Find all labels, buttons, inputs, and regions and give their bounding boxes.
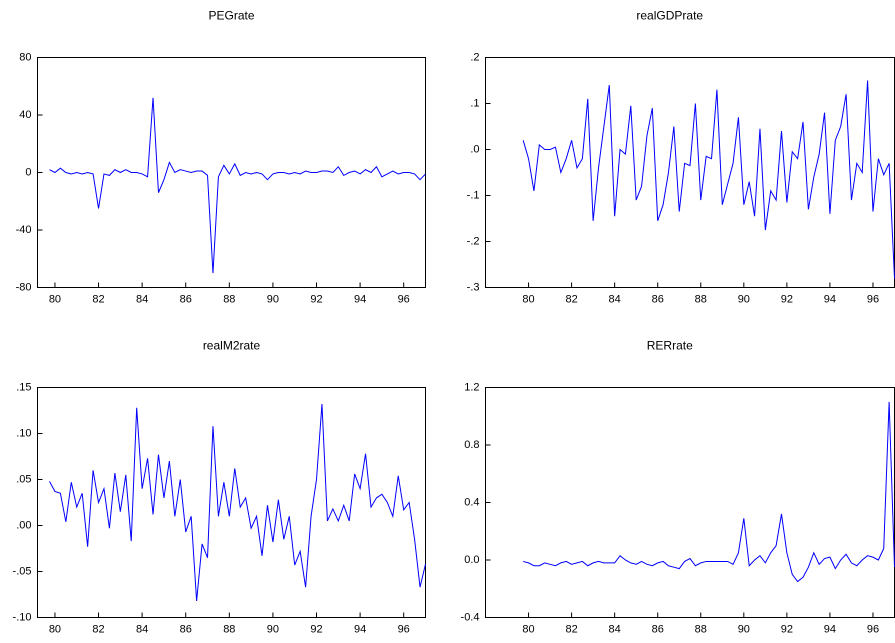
x-tick-label: 84: [609, 293, 621, 305]
x-tick-label: 80: [522, 623, 534, 635]
x-tick-label: 94: [824, 623, 836, 635]
series-line: [523, 401, 895, 583]
chart-title: realGDPrate: [636, 9, 703, 23]
y-tick-label: .15: [16, 381, 31, 393]
series-line: [49, 404, 426, 601]
x-tick-label: 80: [522, 293, 534, 305]
y-tick-label: .1: [470, 97, 479, 109]
y-tick-label: 40: [19, 109, 31, 121]
x-tick-label: 96: [867, 293, 879, 305]
x-tick-label: 82: [92, 623, 104, 635]
y-tick-label: -.1: [467, 189, 480, 201]
x-tick-label: 90: [267, 623, 279, 635]
x-tick-label: 92: [781, 623, 793, 635]
plot-frame: [37, 387, 426, 618]
y-tick-label: 1.2: [464, 381, 479, 393]
x-tick-label: 82: [565, 293, 577, 305]
x-tick-label: 82: [565, 623, 577, 635]
chart-title: realM2rate: [203, 339, 261, 353]
x-tick-label: 96: [398, 293, 410, 305]
x-tick-label: 90: [267, 293, 279, 305]
y-tick-label: -.3: [467, 281, 480, 293]
x-tick-label: 94: [824, 293, 836, 305]
y-tick-label: .0: [470, 143, 479, 155]
x-tick-label: 92: [310, 623, 322, 635]
x-tick-label: 86: [652, 293, 664, 305]
x-tick-label: 92: [310, 293, 322, 305]
y-tick-label: -80: [16, 281, 32, 293]
x-tick-label: 94: [354, 293, 366, 305]
y-tick-label: -40: [16, 224, 32, 236]
series-line: [49, 97, 426, 274]
x-tick-label: 84: [609, 623, 621, 635]
plot-frame: [37, 57, 426, 288]
y-tick-label: -.05: [13, 565, 32, 577]
y-tick-label: 0: [25, 166, 31, 178]
x-tick-label: 86: [180, 623, 192, 635]
x-tick-label: 90: [738, 293, 750, 305]
x-tick-label: 86: [652, 623, 664, 635]
x-tick-label: 86: [180, 293, 192, 305]
x-tick-label: 88: [223, 293, 235, 305]
x-tick-label: 92: [781, 293, 793, 305]
x-tick-label: 84: [136, 293, 148, 305]
x-tick-label: 80: [49, 623, 61, 635]
y-tick-label: .10: [16, 427, 31, 439]
y-tick-label: -0.4: [461, 611, 480, 623]
x-tick-label: 96: [867, 623, 879, 635]
y-tick-label: 0.0: [464, 554, 479, 566]
x-tick-label: 82: [92, 293, 104, 305]
plot-frame: [485, 387, 895, 618]
x-tick-label: 90: [738, 623, 750, 635]
y-tick-label: .00: [16, 519, 31, 531]
y-tick-label: 0.4: [464, 496, 479, 508]
x-tick-label: 88: [695, 293, 707, 305]
x-tick-label: 80: [49, 293, 61, 305]
y-tick-label: 80: [19, 51, 31, 63]
x-tick-label: 88: [223, 623, 235, 635]
series-line: [522, 80, 895, 279]
x-tick-label: 94: [354, 623, 366, 635]
y-tick-label: -.2: [467, 235, 480, 247]
y-tick-label: .2: [470, 51, 479, 63]
x-tick-label: 84: [136, 623, 148, 635]
y-tick-label: -.10: [13, 611, 32, 623]
x-tick-label: 96: [398, 623, 410, 635]
y-tick-label: 0.8: [464, 439, 479, 451]
y-tick-label: .05: [16, 473, 31, 485]
x-tick-label: 88: [695, 623, 707, 635]
chart-title: PEGrate: [208, 9, 254, 23]
chart-title: RERrate: [647, 339, 693, 353]
